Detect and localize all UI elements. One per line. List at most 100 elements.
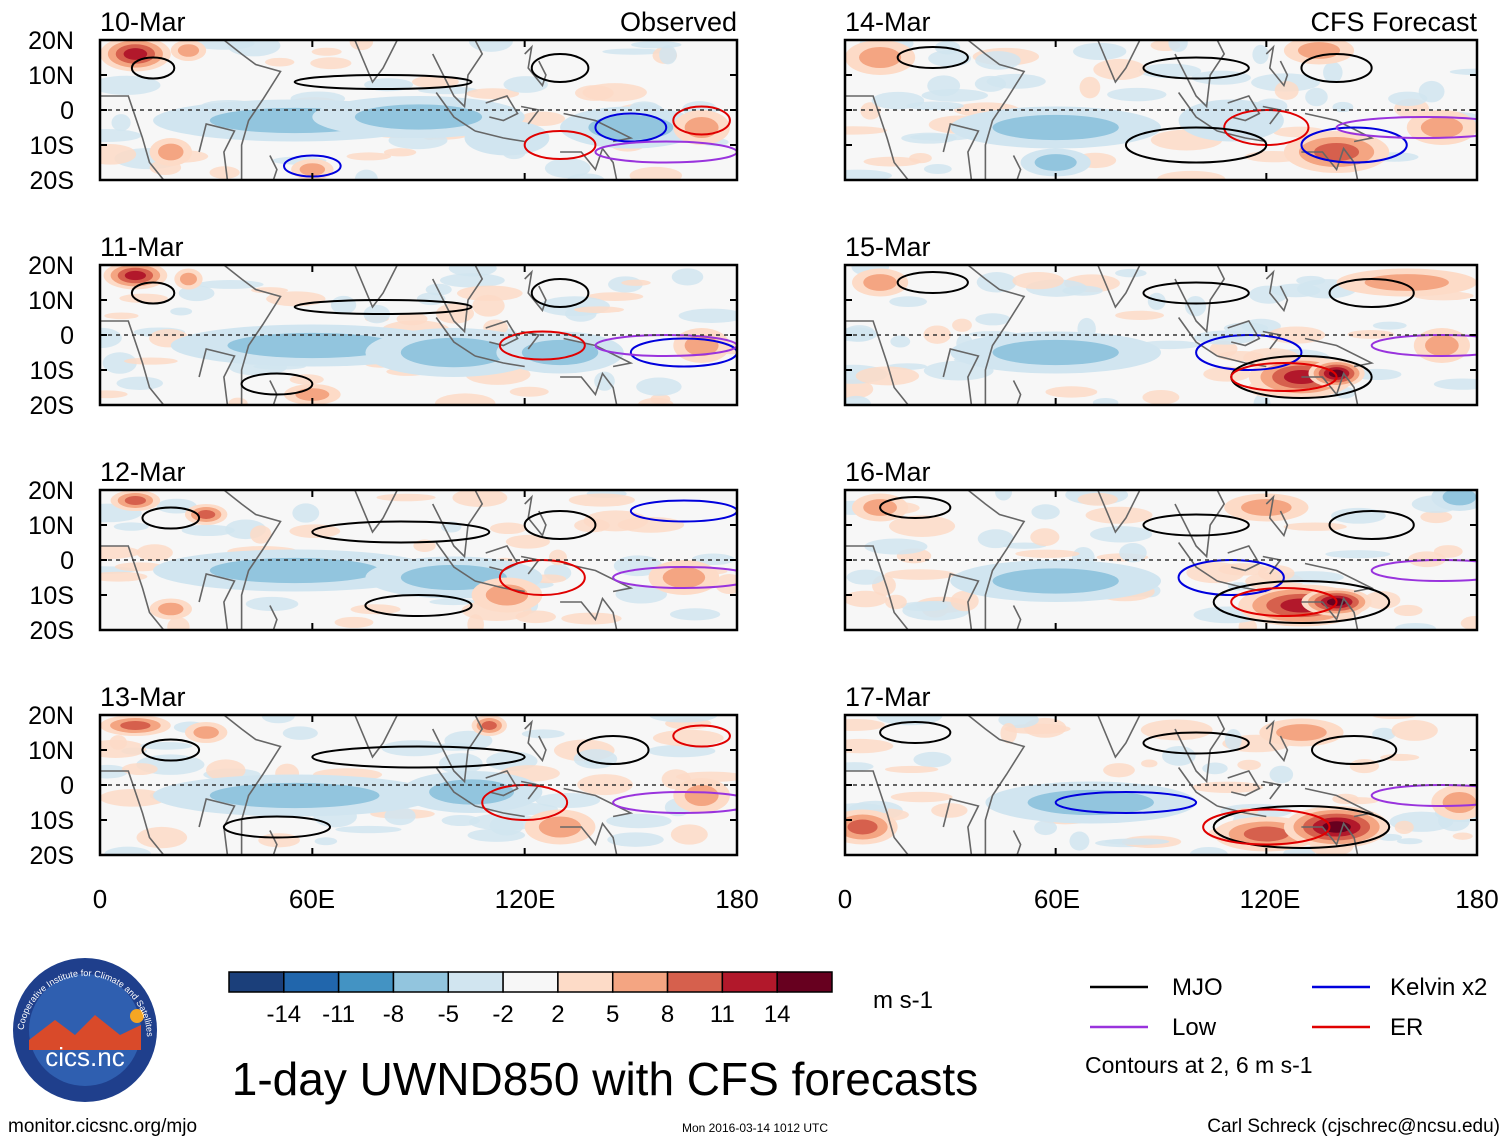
anomaly-patch	[986, 73, 1046, 89]
anomaly-patch	[467, 614, 484, 630]
contour-M	[530, 278, 590, 308]
anomaly-patch	[1202, 762, 1228, 775]
x-tick-label: 180	[715, 884, 758, 914]
anomaly-patch	[659, 45, 677, 65]
anomaly-patch	[631, 40, 682, 49]
contour-M	[1328, 278, 1415, 308]
y-tick-label: 10S	[30, 357, 74, 385]
colorbar-label: -11	[322, 1001, 355, 1028]
anomaly-patch	[864, 538, 928, 555]
coastline	[1227, 320, 1261, 347]
anomaly-patch	[209, 166, 240, 179]
anomaly-blob	[859, 47, 902, 68]
anomaly-patch	[334, 616, 374, 628]
coastline	[100, 770, 165, 855]
contour-L	[594, 334, 737, 357]
contour-K	[629, 337, 737, 368]
y-tick-label: 10N	[28, 287, 74, 315]
anomaly-patch	[521, 729, 565, 739]
anomaly-patch	[587, 292, 644, 301]
mountain-icon	[29, 1015, 141, 1050]
coastline	[845, 770, 909, 855]
anomaly-patch	[846, 569, 885, 585]
source-url[interactable]: monitor.cicsnc.org/mjo	[8, 1116, 197, 1137]
anomaly-patch	[889, 296, 928, 308]
y-tick-label: 20S	[30, 617, 74, 645]
anomaly-blob	[992, 339, 1119, 366]
timestamp: Mon 2016-03-14 1012 UTC	[682, 1121, 828, 1135]
panel-date: 16-Mar	[845, 457, 931, 487]
anomaly-patch	[119, 293, 168, 304]
coastlines	[100, 40, 634, 180]
coastline	[198, 573, 236, 630]
coastline	[269, 830, 278, 855]
anomaly-patch	[995, 490, 1012, 501]
anomaly-patch	[1347, 330, 1395, 339]
y-tick-label: 20S	[30, 167, 74, 195]
anomaly-patch	[1062, 285, 1103, 296]
anomaly-patch	[1069, 831, 1090, 851]
anomaly-patch	[923, 325, 952, 344]
coastlines	[845, 265, 1375, 405]
anomaly-patch	[1141, 759, 1158, 768]
coastline	[1304, 337, 1375, 368]
anomaly-patch	[1092, 398, 1119, 405]
wave-contours	[141, 499, 737, 617]
contour-M	[576, 735, 650, 765]
anomaly-patch	[975, 313, 1011, 326]
anomaly-patch	[669, 608, 721, 621]
anomaly-patch	[335, 825, 402, 834]
coastline	[474, 130, 525, 143]
coastline	[435, 767, 476, 807]
contour-M	[130, 56, 176, 80]
anomaly-patch	[314, 837, 338, 846]
logo-text: cics.nc	[45, 1042, 124, 1072]
contour-M	[130, 281, 176, 305]
anomaly-patch	[114, 562, 164, 572]
y-tick-label: 0	[60, 547, 74, 575]
anomaly-patch	[310, 57, 352, 70]
anomaly-patch	[871, 91, 925, 110]
anomaly-patch	[438, 753, 483, 775]
anomaly-blob	[124, 270, 147, 281]
anomaly-patch	[376, 493, 436, 502]
coastline	[1055, 265, 1143, 309]
coastline	[1265, 44, 1289, 88]
wave-contours	[879, 721, 1477, 849]
anomaly-patch	[1388, 91, 1428, 106]
coastline	[1055, 715, 1143, 759]
coastline	[223, 40, 282, 180]
y-tick-label: 20N	[28, 252, 74, 280]
anomaly-patch	[509, 386, 549, 397]
contour-L	[1370, 559, 1477, 582]
anomaly-patch	[140, 741, 193, 750]
coastline	[312, 715, 400, 759]
colorbar-swatch	[776, 971, 833, 993]
anomaly-patch	[931, 803, 968, 818]
coastline	[1177, 767, 1218, 807]
anomaly-patch	[1449, 68, 1477, 76]
anomaly-blob	[120, 721, 151, 730]
anomaly-patch	[927, 75, 961, 97]
coastline	[435, 92, 476, 132]
coastline	[100, 95, 165, 180]
anomaly-patch	[568, 493, 635, 507]
anomaly-patch	[104, 846, 152, 855]
main-title: 1-day UWND850 with CFS forecasts	[232, 1053, 978, 1105]
anomaly-patch	[678, 308, 737, 323]
anomaly-patch	[1115, 310, 1164, 320]
anomaly-patch	[1393, 604, 1423, 617]
coastline	[942, 348, 980, 405]
anomaly-patch	[544, 158, 591, 179]
colorbar-swatch	[392, 971, 450, 993]
y-tick-label: 20S	[30, 842, 74, 870]
coastline	[435, 317, 476, 357]
contour-M	[364, 594, 473, 617]
cicsnc-logo[interactable]: cics.nc Cooperative Institute for Climat…	[13, 958, 157, 1102]
anomaly-patch	[167, 617, 190, 630]
anomaly-patch	[1031, 504, 1060, 520]
anomaly-patch	[1012, 271, 1064, 290]
anomaly-patch	[615, 584, 668, 604]
anomaly-patch	[205, 759, 246, 781]
